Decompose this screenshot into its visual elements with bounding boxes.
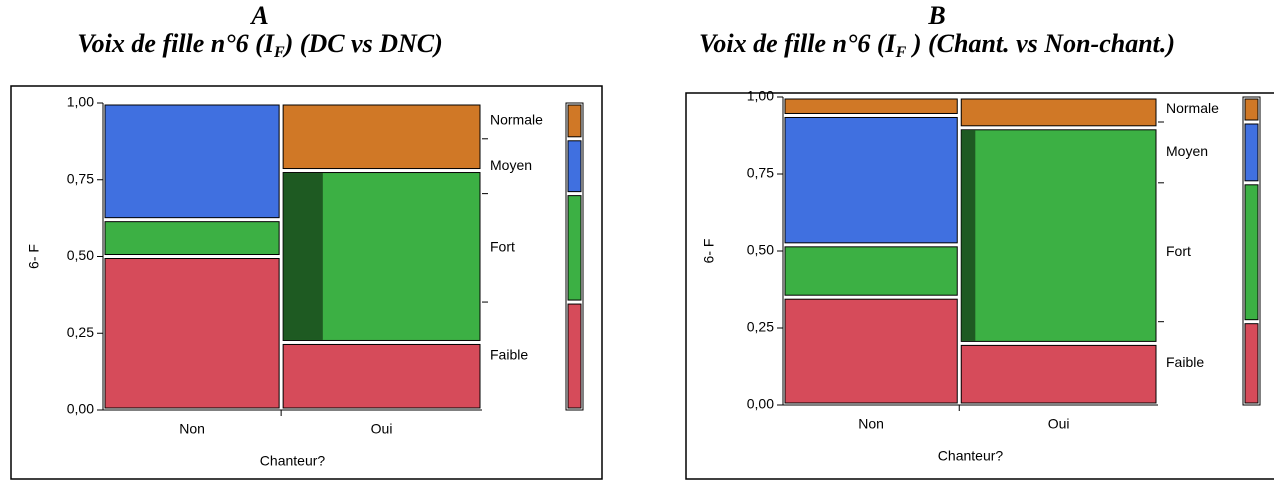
title-subscript: F: [895, 44, 907, 61]
legend-label: Faible: [1166, 354, 1204, 370]
mosaic-cell: [960, 344, 1157, 404]
title-end: ) (DC vs DNC): [283, 29, 443, 58]
legend-swatch: [567, 104, 582, 138]
y-tick-label: 0,75: [747, 165, 774, 181]
y-tick-label: 0,50: [67, 247, 94, 263]
mosaic-cell: [104, 221, 280, 256]
title-end: ) (Chant. vs Non-chant.): [906, 29, 1175, 58]
title-main: Voix de fille n°6 (I: [699, 29, 897, 58]
y-tick-label: 1,00: [747, 88, 774, 104]
chart-title: Voix de fille n°6 (IF ) (Chant. vs Non-c…: [699, 29, 1175, 61]
mosaic-cell: [104, 258, 280, 409]
x-axis-label: Chanteur?: [938, 448, 1004, 464]
x-tick-label: Non: [179, 421, 205, 437]
legend-label: Faible: [490, 347, 528, 363]
panel-frame: [10, 85, 603, 480]
legend-swatch: [1244, 98, 1259, 121]
chart-title: Voix de fille n°6 (IF) (DC vs DNC): [77, 29, 443, 61]
title-subscript: F: [273, 44, 285, 61]
legend-label: Fort: [1166, 243, 1191, 259]
y-tick-label: 0,00: [67, 401, 94, 417]
legend-swatch: [567, 195, 582, 301]
legend-label: Moyen: [1166, 143, 1208, 159]
mosaic-cell: [960, 129, 1157, 342]
x-tick-label: Non: [858, 416, 884, 432]
legend-label: Normale: [1166, 100, 1219, 116]
mosaic-cell: [784, 246, 958, 296]
panel-letter: B: [927, 1, 945, 30]
mosaic-cell: [960, 98, 1157, 127]
panel-frame: [685, 92, 1274, 480]
legend-label: Moyen: [490, 157, 532, 173]
mosaic-cell: [784, 298, 958, 404]
legend-label: Normale: [490, 112, 543, 128]
legend-swatch: [567, 140, 582, 193]
mosaic-cell: [282, 343, 481, 409]
legend-swatch: [1244, 323, 1259, 404]
panel-letter: A: [249, 1, 268, 30]
y-axis-label: 6- F: [701, 239, 717, 264]
legend-frame: [1242, 96, 1261, 406]
mosaic-cell: [104, 104, 280, 219]
y-tick-label: 1,00: [67, 94, 94, 110]
legend-label: Fort: [490, 239, 515, 255]
x-tick-label: Oui: [371, 421, 393, 437]
legend-swatch: [567, 303, 582, 409]
y-axis-label: 6- F: [26, 244, 42, 269]
x-axis-label: Chanteur?: [260, 453, 326, 469]
y-tick-label: 0,00: [747, 396, 774, 412]
mosaic-cell: [784, 116, 958, 244]
title-main: Voix de fille n°6 (I: [77, 29, 275, 58]
mosaic-cell: [784, 98, 958, 114]
y-tick-label: 0,50: [747, 242, 774, 258]
y-tick-label: 0,75: [67, 170, 94, 186]
highlight: [283, 173, 323, 340]
legend-frame: [565, 102, 584, 411]
mosaic-cell: [282, 104, 481, 170]
y-tick-label: 0,25: [67, 324, 94, 340]
y-tick-label: 0,25: [747, 319, 774, 335]
x-tick-label: Oui: [1048, 416, 1070, 432]
highlight: [961, 130, 976, 341]
legend-swatch: [1244, 184, 1259, 321]
legend-swatch: [1244, 123, 1259, 182]
